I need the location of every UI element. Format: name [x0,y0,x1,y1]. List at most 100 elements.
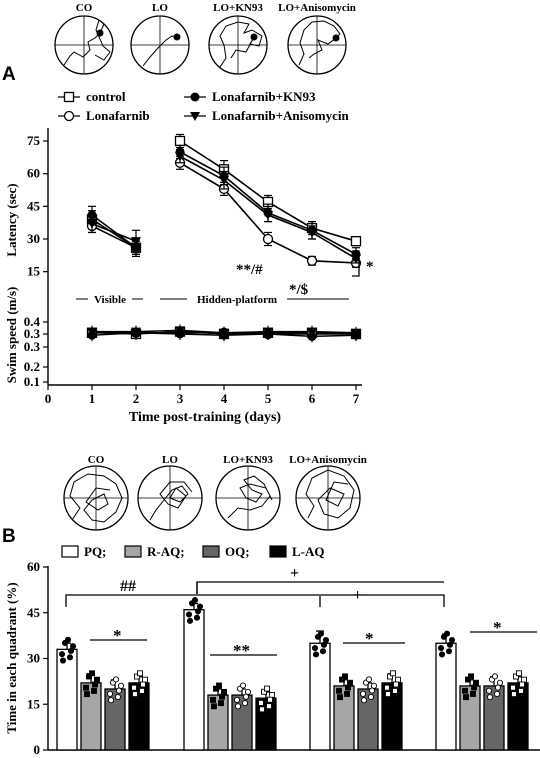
dot-co-pq-0 [58,651,66,658]
dot-lo-kn93-r-aq-6 [345,684,351,691]
x-tick-label-6: 6 [309,391,316,406]
swim-speed-point-lonafarnib-anisomycin-4 [219,328,229,338]
dot-lo-kn93-pq-6 [320,641,328,648]
dot-lo-kn93-r-aq-1 [339,676,345,683]
swim-speed-yticks: 0.10.20.30.30.4 [24,314,48,389]
dot-lo-anisomycin-pq-6 [446,641,454,648]
time-xticks: 0 1 2 3 4 5 6 7 [45,385,360,406]
quadrant-yticks: 0 15 30 45 60 [27,559,48,757]
dot-lo-kn93-oq-2 [367,693,375,701]
dot-lo-anisomycin-r-aq-3 [473,679,479,686]
dot-lo-r-aq-3 [221,688,227,695]
swim-speed-point-lonafarnib-anisomycin-6 [307,327,317,337]
dot-lo-pq-5 [191,597,199,604]
bar-co-r-aq [80,682,102,751]
track-label-co: CO [76,2,93,14]
bar-group-lo-anisomycin [435,630,529,751]
dot-lo-l-aq-6 [267,696,273,703]
dot-lo-anisomycin-r-aq-4 [463,694,469,701]
dot-co-r-aq-6 [92,681,98,688]
dot-lo-anisomycin-oq-0 [485,687,493,694]
swim-speed-series-lonafarnib-anisomycin [87,324,361,339]
annotation-day5: **/# [236,262,263,278]
bar-lo-anisomycin-oq [483,685,505,751]
quadrant-bars [56,597,529,751]
dot-lo-r-aq-5 [216,682,222,689]
quadrant-tick-label-30: 30 [27,651,40,666]
dot-co-r-aq-4 [84,691,90,698]
bar-co-l-aq [128,682,150,751]
dot-lo-anisomycin-l-aq-2 [518,687,524,694]
dot-lo-anisomycin-l-aq-1 [513,673,519,680]
swim-speed-tick-label-2: 0.3 [24,339,41,354]
quadrant-tick-label-0: 0 [34,742,41,757]
between-mark-lo-anisomycin: + [290,565,299,582]
latency-line-lonafarnib-anisomycin-0 [91,223,137,242]
x-tick-label-3: 3 [177,391,184,406]
legend-pq-label: PQ; [84,544,106,559]
dot-lo-pq-2 [193,614,201,621]
bar-lo-kn93-oq [357,688,379,751]
track-b-co [63,465,129,531]
swim-speed-tick-label-1: 0.2 [24,359,40,374]
within-mark-lo-kn93: * [365,629,374,648]
dot-lo-kn93-oq-6 [368,687,376,694]
dot-co-r-aq-1 [86,673,92,680]
significance-bracket [352,250,360,277]
dot-lo-r-aq-2 [218,700,224,707]
dot-lo-anisomycin-r-aq-6 [471,684,477,691]
latency-ylabel: Latency (sec) [4,183,19,256]
track-lo-kn93 [208,15,268,75]
dot-lo-kn93-l-aq-3 [395,676,401,683]
quadrant-tick-label-15: 15 [27,696,41,711]
swim-speed-tick-label-4: 0.4 [24,314,41,329]
dot-lo-anisomycin-l-aq-3 [521,676,527,683]
dot-lo-anisomycin-pq-0 [437,645,445,652]
x-tick-label-1: 1 [89,391,96,406]
track-label-b-lo-kn93: LO+KN93 [223,454,273,466]
latency-point-control-7 [350,236,362,247]
track-b-lo [137,465,203,531]
dot-lo-l-aq-5 [264,685,270,692]
latency-line-control-1 [179,140,357,242]
latency-plot [86,133,362,269]
bar-lo-anisomycin-r-aq [459,685,481,751]
dot-lo-anisomycin-l-aq-0 [510,684,516,691]
dot-lo-anisomycin-r-aq-5 [468,673,474,680]
latency-series-lonafarnib-anisomycin [87,149,361,264]
dot-lo-r-aq-1 [213,685,219,692]
dot-lo-r-aq-4 [211,703,217,710]
bar-lo-pq [183,609,205,751]
dot-lo-kn93-l-aq-5 [390,670,396,677]
time-xlabel: Time post-training (days) [129,410,282,425]
dot-lo-kn93-l-aq-6 [393,681,399,688]
latency-tick-label-60: 60 [27,166,40,181]
swim-speed-plot [86,324,362,343]
dot-co-l-aq-5 [137,670,143,677]
latency-point-lonafarnib-anisomycin-2 [131,237,141,247]
latency-point-control-3 [174,135,186,147]
bar-co-pq [56,648,78,751]
dot-lo-anisomycin-r-aq-0 [462,687,468,694]
bar-lo-r-aq [207,694,229,751]
quadrant-ylabel: Time in each quadrant (%) [4,582,19,733]
dot-lo-anisomycin-l-aq-6 [519,681,525,688]
dot-lo-anisomycin-pq-5 [443,630,451,637]
dot-lo-oq-6 [242,693,250,700]
dot-co-oq-0 [106,690,114,697]
bar-lo-l-aq [255,697,277,751]
dot-co-r-aq-0 [83,684,89,691]
latency-line-lonafarnib-0 [91,225,137,249]
dot-co-l-aq-0 [131,684,137,691]
latency-tick-label-45: 45 [27,198,41,213]
dot-co-r-aq-2 [91,687,97,694]
legend-control: control [58,89,126,104]
swim-speed-point-lonafarnib-anisomycin-3 [175,326,185,336]
legend-raq-label: R-AQ; [147,544,185,559]
within-mark-lo-anisomycin: * [493,618,502,637]
panel-a-annotations: **/# */$ * [236,250,374,298]
latency-point-lonafarnib-5 [262,233,274,245]
dot-co-r-aq-5 [89,670,95,677]
panel-b-legend: PQ; R-AQ; OQ; L-AQ [61,544,325,559]
